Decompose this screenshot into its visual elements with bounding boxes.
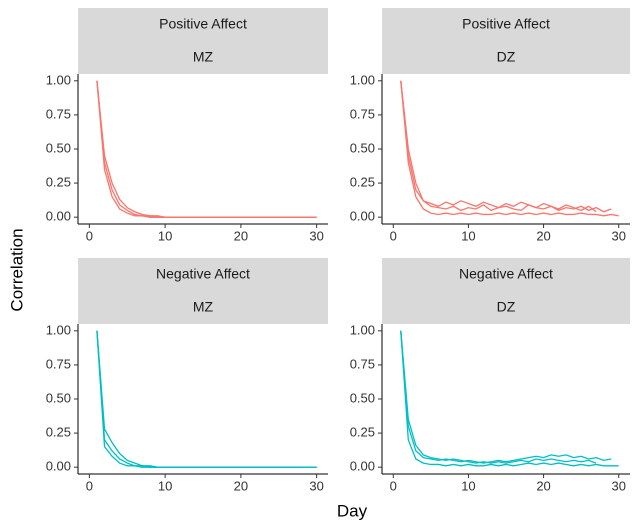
y-tick-label: 0.00 xyxy=(350,209,375,224)
x-tick-label: 10 xyxy=(158,228,172,243)
x-tick-label: 20 xyxy=(536,478,550,493)
strip-label: MZ xyxy=(193,49,214,65)
data-line xyxy=(96,330,317,468)
y-tick-label: 0.25 xyxy=(350,175,375,190)
y-tick-label: 0.00 xyxy=(46,459,71,474)
data-line xyxy=(96,80,317,218)
y-tick-label: 1.00 xyxy=(46,322,71,337)
x-tick-label: 10 xyxy=(158,478,172,493)
data-line xyxy=(400,330,612,464)
y-tick-label: 0.50 xyxy=(46,390,71,405)
y-tick-label: 1.00 xyxy=(350,72,375,87)
data-line xyxy=(400,330,597,464)
strip-label: DZ xyxy=(497,49,516,65)
strip xyxy=(382,258,630,292)
strip-label: Negative Affect xyxy=(459,266,553,282)
x-tick-label: 0 xyxy=(86,478,93,493)
x-tick-label: 30 xyxy=(309,228,323,243)
strip xyxy=(78,292,328,324)
y-tick-label: 1.00 xyxy=(46,72,71,87)
data-line xyxy=(96,330,317,468)
y-tick-label: 0.75 xyxy=(350,356,375,371)
strip xyxy=(382,292,630,324)
strip-label: MZ xyxy=(193,299,214,315)
strip-label: DZ xyxy=(497,299,516,315)
data-line xyxy=(96,330,317,468)
y-tick-label: 0.50 xyxy=(350,390,375,405)
y-tick-label: 0.75 xyxy=(46,106,71,121)
data-line xyxy=(400,80,612,213)
y-tick-label: 0.00 xyxy=(350,459,375,474)
strip xyxy=(78,42,328,74)
y-axis-title: Correlation xyxy=(7,228,26,311)
data-line xyxy=(96,80,317,218)
x-tick-label: 20 xyxy=(234,478,248,493)
x-tick-label: 30 xyxy=(309,478,323,493)
y-tick-label: 1.00 xyxy=(350,322,375,337)
x-tick-label: 0 xyxy=(390,228,397,243)
strip-label: Negative Affect xyxy=(156,266,250,282)
x-tick-label: 0 xyxy=(390,478,397,493)
x-tick-label: 10 xyxy=(461,478,475,493)
strip xyxy=(382,8,630,42)
strip xyxy=(382,42,630,74)
strip xyxy=(78,8,328,42)
y-tick-label: 0.25 xyxy=(350,425,375,440)
y-tick-label: 0.75 xyxy=(46,356,71,371)
x-tick-label: 10 xyxy=(461,228,475,243)
x-tick-label: 20 xyxy=(234,228,248,243)
y-tick-label: 0.50 xyxy=(350,140,375,155)
y-tick-label: 0.00 xyxy=(46,209,71,224)
data-line xyxy=(400,80,619,217)
data-line xyxy=(400,80,597,213)
data-line xyxy=(400,330,619,467)
x-axis-title: Day xyxy=(337,501,368,520)
x-tick-label: 0 xyxy=(86,228,93,243)
strip-label: Positive Affect xyxy=(159,16,247,32)
data-line xyxy=(96,80,317,218)
y-tick-label: 0.50 xyxy=(46,140,71,155)
x-tick-label: 30 xyxy=(611,478,625,493)
y-tick-label: 0.25 xyxy=(46,175,71,190)
strip-label: Positive Affect xyxy=(462,16,550,32)
x-tick-label: 30 xyxy=(611,228,625,243)
y-tick-label: 0.25 xyxy=(46,425,71,440)
x-tick-label: 20 xyxy=(536,228,550,243)
strip xyxy=(78,258,328,292)
y-tick-label: 0.75 xyxy=(350,106,375,121)
